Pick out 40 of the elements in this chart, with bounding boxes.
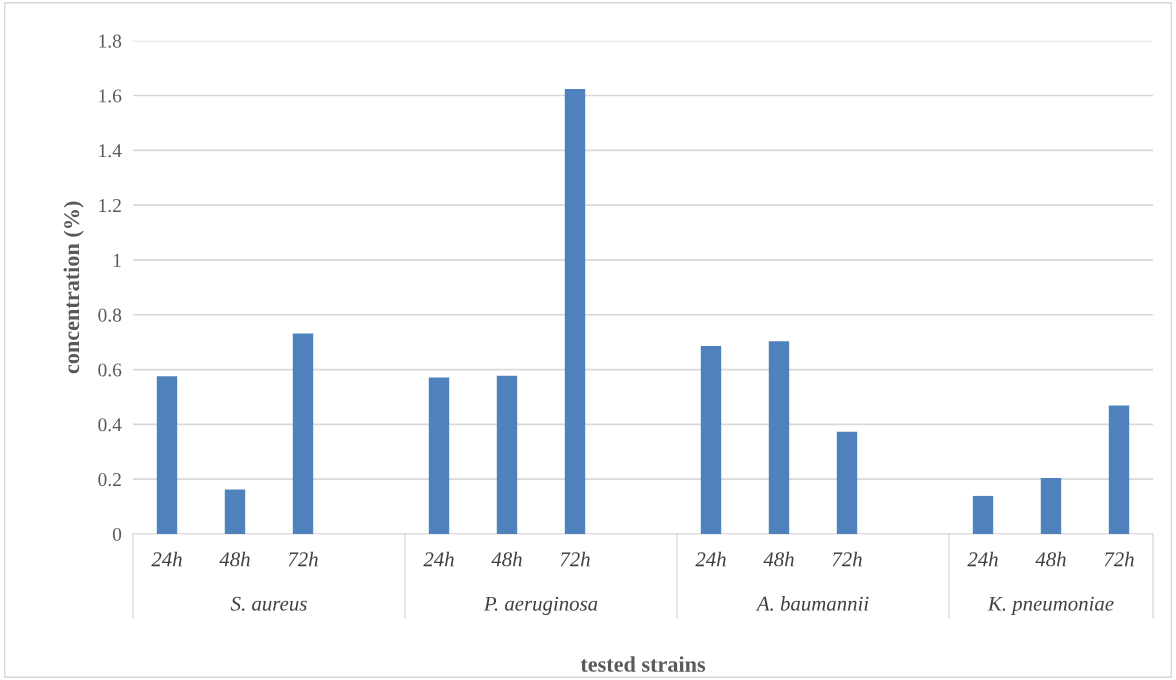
text: A. baumannii — [755, 596, 869, 611]
x-tick-label: 24h — [967, 551, 998, 567]
bar — [836, 431, 858, 534]
bar — [224, 489, 246, 534]
y-tick-label: 1.4 — [99, 144, 122, 158]
text: K. pneumoniae — [987, 596, 1114, 615]
bar — [496, 375, 518, 534]
bar — [156, 376, 178, 534]
x-axis-title: tested strains — [580, 656, 706, 672]
y-axis-title: concentration (%) — [63, 201, 84, 374]
bar — [428, 377, 450, 534]
text: P. aeruginosa — [483, 596, 598, 615]
y-tick-label: 1.8 — [99, 34, 122, 48]
bar — [1040, 478, 1062, 534]
x-tick-label: 72h — [832, 551, 862, 567]
x-tick-label: 48h — [219, 551, 250, 567]
x-tick-label: 48h — [1035, 551, 1066, 567]
y-tick-label: 0 — [112, 527, 122, 541]
bar — [564, 88, 586, 534]
bar — [700, 346, 722, 534]
x-tick-label: 48h — [491, 551, 522, 567]
x-tick-label: 24h — [423, 551, 454, 567]
bar — [1108, 405, 1130, 534]
y-tick-label: 1.2 — [99, 199, 121, 213]
y-tick-label: 0.6 — [98, 363, 122, 377]
x-tick-label: 48h — [763, 551, 794, 567]
x-tick-label: 24h — [695, 551, 726, 567]
bar — [972, 495, 994, 534]
x-tick-label: 72h — [560, 551, 590, 567]
x-tick-label: 72h — [288, 551, 318, 567]
y-tick-label: 0.8 — [98, 308, 122, 322]
y-tick-label: 1.6 — [99, 89, 122, 103]
y-tick-label: 0.4 — [98, 418, 122, 432]
x-tick-label: 24h — [151, 551, 182, 567]
x-tick-label: 72h — [1104, 551, 1134, 567]
text: S. aureus — [230, 596, 307, 611]
y-tick-label: 1 — [113, 253, 121, 267]
y-tick-label: 0.2 — [98, 473, 121, 487]
bar — [292, 333, 314, 534]
bar — [768, 341, 790, 534]
